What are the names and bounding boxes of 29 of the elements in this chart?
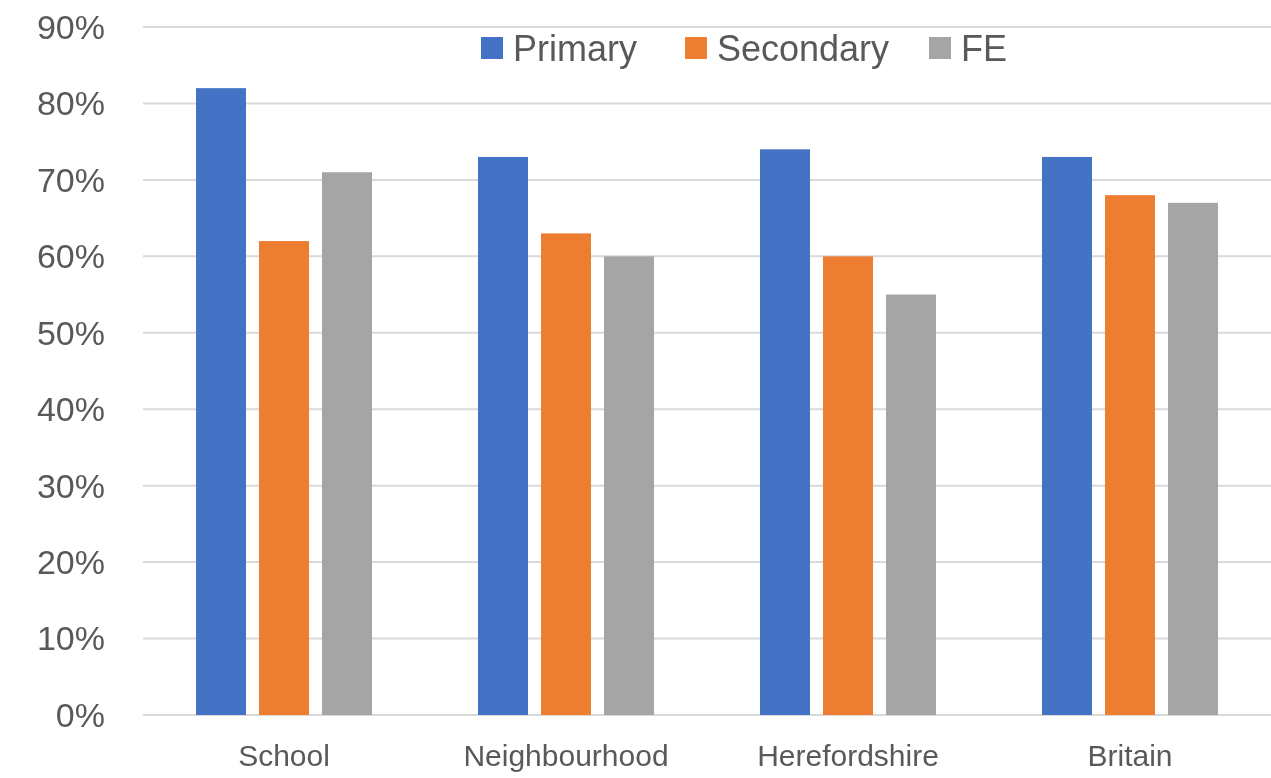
bar <box>478 156 528 715</box>
legend-label: FE <box>961 27 1008 69</box>
bar <box>541 233 591 715</box>
x-tick-label: School <box>238 739 330 772</box>
y-tick-label: 80% <box>36 84 105 123</box>
y-tick-label: 60% <box>36 237 105 276</box>
bar <box>1105 195 1155 715</box>
bar <box>886 294 936 715</box>
y-tick-label: 90% <box>36 7 105 46</box>
x-tick-label: Britain <box>1087 739 1173 772</box>
y-tick-label: 40% <box>36 390 105 429</box>
x-tick-label: Neighbourhood <box>463 739 669 772</box>
bar <box>259 241 309 715</box>
bar <box>196 88 246 715</box>
y-tick-label: 0% <box>55 695 105 734</box>
bar <box>1042 156 1092 715</box>
bar <box>760 149 810 715</box>
legend-label: Secondary <box>717 27 890 69</box>
bar <box>322 172 372 715</box>
y-tick-label: 70% <box>36 160 105 199</box>
x-tick-label: Herefordshire <box>757 739 939 772</box>
y-tick-label: 20% <box>36 543 105 582</box>
y-tick-label: 30% <box>36 466 105 505</box>
y-tick-label: 50% <box>36 313 105 352</box>
y-tick-label: 10% <box>36 619 105 658</box>
legend-label: Primary <box>513 27 637 69</box>
bar <box>823 256 873 715</box>
bar <box>1168 202 1218 715</box>
bar <box>604 256 654 715</box>
